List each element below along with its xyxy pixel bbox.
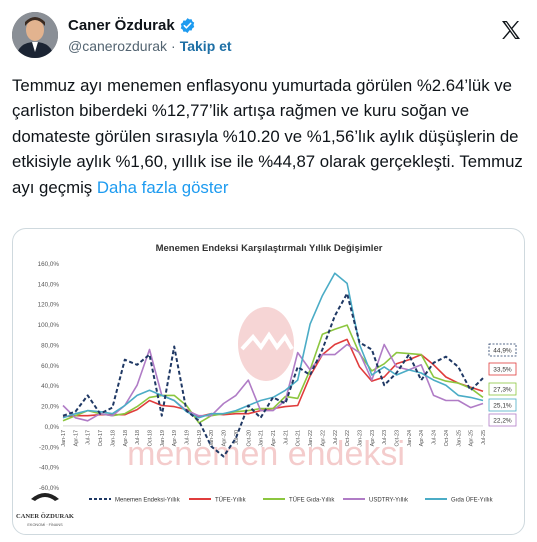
x-tick-label: Oct-19: [197, 430, 203, 447]
x-tick-label: Jul-23: [382, 430, 388, 445]
series-line: [62, 272, 484, 419]
verified-badge-icon: [180, 17, 194, 33]
separator-dot: ·: [171, 38, 176, 54]
end-label-box: [488, 382, 517, 396]
x-tick-label: Oct-23: [395, 430, 401, 447]
end-label: 22,2%: [493, 418, 512, 425]
y-tick-label: 80,0%: [41, 342, 59, 349]
x-tick-label: Jul-24: [432, 430, 438, 445]
legend-label: TÜFE-Yıllık: [215, 497, 247, 504]
follow-button[interactable]: Takip et: [179, 38, 232, 54]
watermark-text: menemen endeksi: [127, 435, 405, 473]
name-row: Caner Özdurak: [68, 15, 196, 35]
show-more-link[interactable]: Daha fazla göster: [96, 177, 229, 197]
legend-label: USDTRY-Yıllık: [369, 498, 409, 504]
y-tick-label: -60,0%: [39, 485, 59, 492]
chart: menemen endeksi Menemen Endeksi Karşılaş…: [16, 243, 517, 527]
x-tick-label: Jan-22: [308, 430, 314, 447]
x-tick-label: Jan-23: [357, 430, 363, 447]
x-tick-label: Jan-20: [209, 430, 215, 447]
x-tick-label: Jan-17: [61, 430, 67, 447]
handle-row: @canerozdurak · Takip et: [68, 38, 232, 54]
watermark-egg: [238, 307, 294, 381]
chart-title: Menemen Endeksi Karşılaştırmalı Yıllık D…: [156, 243, 383, 254]
end-label: 25,1%: [493, 403, 512, 410]
x-tick-label: Oct-24: [444, 430, 450, 447]
tweet-header: Caner Özdurak @canerozdurak · Takip et: [12, 12, 525, 62]
end-label-box: [488, 413, 517, 427]
logo-subtext: EKONOMİ · FİNANS: [27, 522, 63, 527]
handle[interactable]: @canerozdurak: [68, 38, 168, 54]
y-tick-label: 0,0%: [45, 424, 60, 431]
series-line: [62, 343, 484, 422]
end-label: 44,9%: [493, 348, 512, 355]
tweet-media-chart[interactable]: menemen endeksi Menemen Endeksi Karşılaş…: [12, 228, 525, 535]
x-tick-label: Jul-18: [135, 430, 141, 445]
x-tick-label: Jul-17: [86, 430, 92, 445]
series-line: [62, 324, 484, 424]
end-label: 27,3%: [493, 387, 512, 394]
x-tick-label: Oct-21: [296, 430, 302, 447]
tweet-text: Temmuz ayı menemen enflasyonu yumurtada …: [12, 73, 525, 200]
end-label-box: [488, 343, 517, 357]
display-name[interactable]: Caner Özdurak: [68, 16, 175, 34]
x-tick-label: Oct-20: [246, 430, 252, 447]
legend-label: Menemen Endeksi-Yıllık: [115, 498, 181, 504]
y-tick-label: 40,0%: [41, 383, 59, 390]
x-logo-icon[interactable]: [499, 18, 523, 42]
x-tick-label: Jul-21: [283, 430, 289, 445]
end-label-box: [488, 362, 517, 376]
x-tick-label: Apr-21: [271, 430, 277, 447]
y-tick-label: 60,0%: [41, 363, 59, 370]
x-tick-label: Apr-17: [73, 430, 79, 447]
avatar[interactable]: [12, 12, 58, 58]
x-tick-label: Jan-18: [110, 430, 116, 447]
tweet-body: Temmuz ayı menemen enflasyonu yumurtada …: [12, 76, 523, 197]
x-tick-label: Apr-25: [469, 430, 475, 447]
x-tick-label: Apr-22: [320, 430, 326, 447]
x-tick-label: Jul-22: [333, 430, 339, 445]
x-tick-label: Jan-19: [160, 430, 166, 447]
legend-label: TÜFE Gıda-Yıllık: [289, 497, 335, 504]
x-tick-label: Jan-21: [259, 430, 265, 447]
x-tick-label: Jan-24: [407, 430, 413, 447]
y-tick-label: 20,0%: [41, 404, 59, 411]
logo-emblem: [31, 493, 59, 501]
y-tick-label: 120,0%: [38, 302, 60, 309]
series-line: [62, 292, 484, 458]
x-tick-label: Apr-20: [222, 430, 228, 447]
y-tick-label: 100,0%: [38, 322, 60, 329]
x-tick-label: Jul-19: [185, 430, 191, 445]
x-tick-label: Oct-17: [98, 430, 104, 447]
y-tick-label: -20,0%: [39, 444, 59, 451]
logo-text: CANER ÖZDURAK: [16, 513, 74, 520]
watermark-zigzag: [240, 331, 294, 351]
x-tick-label: Jan-25: [456, 430, 462, 447]
x-tick-label: Oct-18: [147, 430, 153, 447]
x-tick-label: Apr-19: [172, 430, 178, 447]
x-tick-label: Oct-22: [345, 430, 351, 447]
legend-label: Gıda ÜFE-Yıllık: [451, 497, 494, 504]
x-tick-label: Jul-25: [481, 430, 487, 445]
end-label: 33,5%: [493, 367, 512, 374]
y-tick-label: 140,0%: [38, 281, 60, 288]
end-label-box: [488, 398, 517, 412]
x-tick-label: Apr-24: [419, 430, 425, 447]
y-tick-label: 160,0%: [38, 261, 60, 268]
x-tick-label: Apr-23: [370, 430, 376, 447]
x-tick-label: Apr-18: [123, 430, 129, 447]
y-tick-label: -40,0%: [39, 465, 59, 472]
